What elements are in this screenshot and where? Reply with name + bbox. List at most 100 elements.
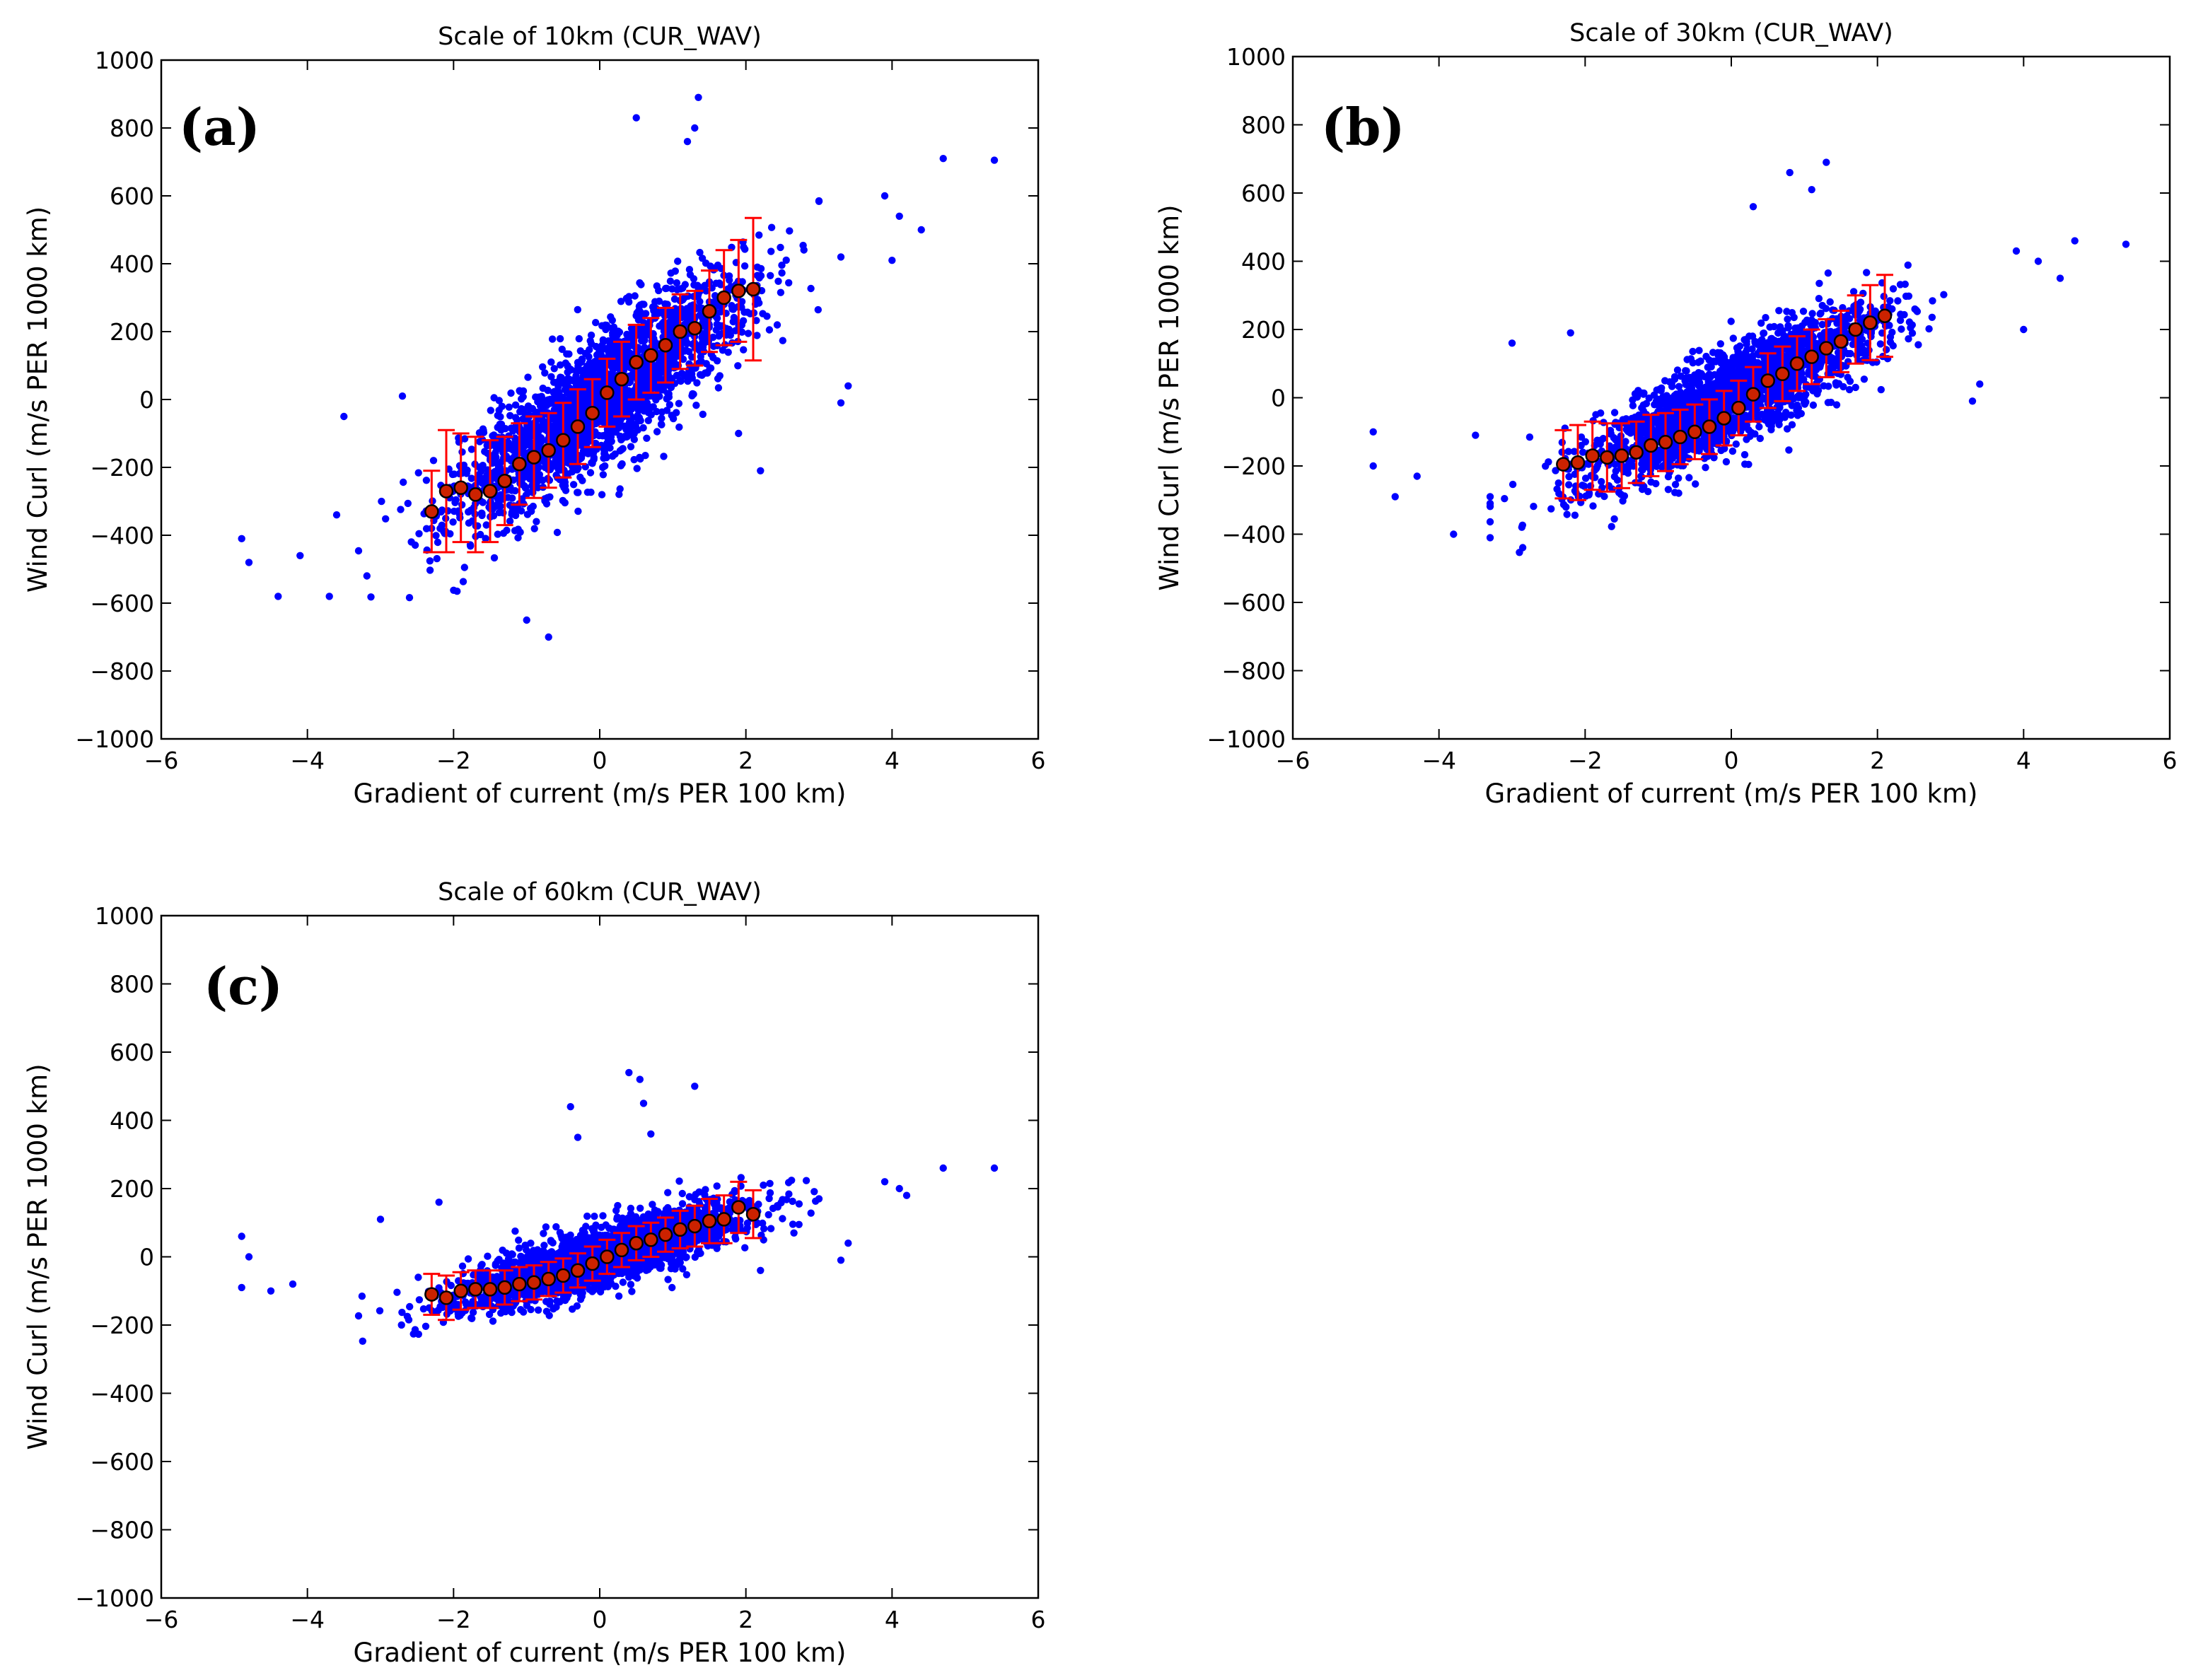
scatter-point — [496, 413, 504, 421]
x-tick-label: 0 — [1724, 747, 1739, 774]
scatter-point — [1612, 443, 1620, 451]
scatter-point — [1815, 295, 1823, 303]
scatter-point — [1905, 292, 1913, 300]
scatter-point — [1790, 395, 1798, 402]
scatter-point — [1772, 410, 1779, 418]
scatter-point — [617, 298, 625, 305]
scatter-point — [561, 482, 569, 490]
scatter-point-outlier — [296, 552, 304, 559]
scatter-point — [778, 269, 786, 277]
scatter-point — [1683, 388, 1691, 396]
scatter-point — [1905, 335, 1912, 343]
scatter-point — [465, 508, 472, 516]
scatter-point — [1705, 363, 1713, 371]
scatter-point — [757, 272, 765, 280]
scatter-point — [492, 448, 499, 457]
scatter-point — [1558, 448, 1566, 456]
scatter-point — [494, 530, 501, 538]
scatter-point — [1554, 479, 1562, 487]
scatter-point — [600, 450, 608, 457]
scatter-point — [627, 443, 635, 450]
scatter-point — [1664, 486, 1673, 494]
scatter-point-outlier — [1567, 329, 1574, 337]
scatter-point — [625, 298, 633, 306]
scatter-point — [550, 388, 557, 397]
scatter-point — [1670, 444, 1679, 452]
scatter-point — [1486, 493, 1494, 501]
scatter-point — [482, 535, 489, 542]
scatter-point — [752, 317, 760, 325]
scatter-point — [1610, 472, 1619, 481]
scatter-point — [1597, 409, 1605, 417]
scatter-point — [600, 374, 608, 382]
scatter-point — [740, 262, 749, 270]
scatter-point-outlier — [881, 192, 889, 200]
scatter-point — [698, 255, 707, 262]
scatter-point — [433, 554, 441, 563]
scatter-point — [1675, 383, 1683, 390]
scatter-point — [594, 418, 603, 426]
scatter-point — [592, 319, 600, 327]
scatter-point — [1486, 534, 1494, 542]
scatter-point — [619, 445, 627, 453]
scatter-point — [1598, 478, 1605, 486]
scatter-point — [1904, 261, 1912, 269]
mean-point — [1585, 448, 1600, 463]
mean-point — [716, 290, 731, 305]
scatter-point — [1678, 397, 1687, 405]
scatter-point — [1760, 354, 1768, 362]
scatter-point-outlier — [888, 257, 896, 264]
scatter-point-outlier — [691, 124, 699, 132]
scatter-point — [1719, 424, 1726, 432]
scatter-point — [586, 469, 595, 477]
x-tick-label: 4 — [2016, 747, 2031, 774]
scatter-point — [714, 375, 722, 383]
scatter-point — [1826, 298, 1834, 306]
scatter-point — [1685, 474, 1693, 482]
scatter-point — [1742, 336, 1750, 344]
scatter-point — [1757, 319, 1765, 327]
x-tick-label: 2 — [738, 747, 753, 774]
scatter-point — [1775, 421, 1783, 428]
scatter-point — [1798, 369, 1806, 378]
scatter-point-outlier — [274, 593, 282, 600]
scatter-point — [1640, 424, 1649, 433]
scatter-point — [583, 489, 592, 496]
scatter-point — [1610, 409, 1619, 416]
scatter-point — [1728, 447, 1737, 455]
scatter-point — [702, 287, 710, 295]
scatter-point — [1658, 384, 1666, 392]
mean-point — [424, 504, 439, 519]
scatter-point — [1745, 353, 1753, 361]
scatter-point — [1889, 285, 1897, 293]
scatter-point — [547, 358, 555, 366]
scatter-point-outlier — [2020, 325, 2028, 334]
mean-point — [1877, 308, 1893, 323]
scatter-point — [415, 530, 423, 537]
scatter-point — [802, 1177, 810, 1184]
scatter-point — [616, 485, 624, 493]
y-tick-label: −600 — [90, 590, 154, 617]
scatter-point — [578, 452, 586, 460]
scatter-point-outlier — [1369, 462, 1377, 470]
scatter-point — [404, 499, 412, 508]
scatter-point — [755, 231, 763, 239]
scatter-point — [643, 434, 651, 442]
scatter-point — [599, 463, 607, 472]
scatter-point — [508, 506, 517, 514]
scatter-point — [670, 354, 678, 362]
scatter-point — [1611, 460, 1619, 468]
mean-point — [1673, 429, 1687, 445]
scatter-point — [1896, 281, 1905, 288]
scatter-point — [572, 381, 581, 390]
mean-point — [644, 348, 658, 363]
scatter-point — [378, 497, 385, 506]
scatter-point — [698, 333, 706, 341]
scatter-point — [767, 223, 776, 231]
scatter-point-outlier — [2056, 274, 2064, 282]
scatter-point — [564, 449, 571, 457]
scatter-point — [1530, 503, 1538, 511]
mean-point — [556, 433, 571, 448]
scatter-point — [1722, 377, 1730, 385]
scatter-point — [814, 305, 823, 314]
